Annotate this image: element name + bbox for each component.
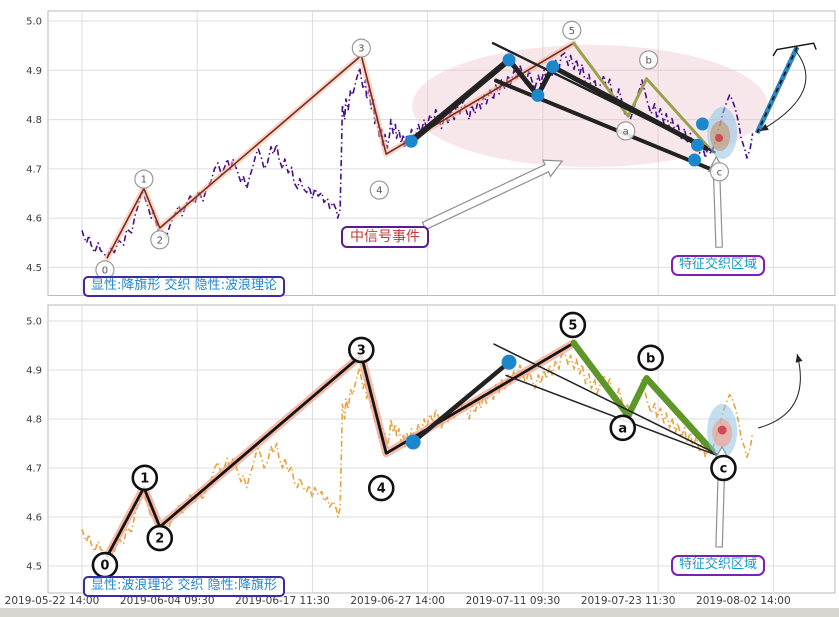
pivot-marker-dot [502, 53, 516, 67]
flag-channel-lower [505, 374, 722, 458]
wave-label-circle-1 [134, 169, 154, 189]
wave-label-circle-b [637, 344, 664, 372]
wave-label-circle-5 [562, 20, 582, 40]
wave-label-circle-2 [146, 524, 174, 552]
wave-label-text-b: b [646, 351, 655, 366]
wave-label-circle-3 [348, 336, 375, 364]
wave-label-circle-4 [369, 180, 389, 200]
wave-label-text-3: 3 [357, 343, 366, 358]
y-tick-label: 4.9 [26, 66, 42, 77]
wave-line-0-5 [105, 341, 576, 558]
wave-label-circle-5 [559, 311, 587, 339]
y-tick-label: 4.6 [26, 214, 42, 225]
wave-label-circle-b [639, 50, 659, 70]
flag-zigzag [506, 57, 708, 151]
x-tick-label: 2019-07-23 11:30 [581, 595, 676, 607]
target-dot [715, 134, 724, 143]
projection-cap [772, 42, 817, 57]
pivot-marker-dot [691, 138, 705, 152]
y-tick-label: 4.5 [26, 562, 42, 573]
trend-arrow-curve-head [795, 354, 803, 363]
wave-label-text-4: 4 [376, 186, 382, 197]
projection-curve [759, 49, 807, 132]
y-tick-label: 4.8 [26, 115, 42, 126]
x-tick-label: 2019-05-22 14:00 [5, 595, 100, 607]
feature-region-label-top: 特征交织区域 [671, 255, 766, 276]
target-dot [717, 425, 727, 435]
wave-label-circle-a [609, 414, 637, 442]
pivot-marker-dot [546, 60, 560, 74]
flag-channel-upper [493, 343, 720, 456]
pattern-label-top: 显性:降旗形 交织 隐性:波浪理论 [83, 276, 286, 297]
wave-label-text-2: 2 [157, 235, 163, 246]
flag-pole [410, 359, 512, 445]
wave-label-text-4: 4 [377, 482, 386, 497]
wave-label-text-3: 3 [358, 44, 364, 55]
wave-label-text-c: c [717, 167, 723, 178]
plot-area-bottom [47, 304, 836, 594]
wave-label-text-0: 0 [102, 265, 108, 276]
wave-label-circle-4 [367, 474, 395, 502]
x-tick-label: 2019-06-27 14:00 [350, 595, 445, 607]
wave-line-abc [570, 339, 716, 455]
flag-pole [408, 56, 512, 145]
wave-label-circle-2 [150, 230, 170, 250]
wave-label-text-b: b [645, 55, 651, 66]
pivot-marker-dot [404, 134, 418, 148]
wave-label-text-a: a [623, 126, 629, 137]
y-tick-label: 4.7 [26, 164, 42, 175]
pattern-label-bottom: 显性:波浪理论 交织 隐性:降旗形 [83, 576, 286, 597]
y-tick-label: 4.9 [26, 366, 42, 377]
wave-label-text-2: 2 [155, 532, 164, 547]
wave-label-circle-1 [131, 464, 159, 492]
wave-line-abc [572, 41, 714, 154]
projection-line-dashes [756, 46, 798, 134]
wave-label-circle-a [616, 121, 636, 141]
wave-label-text-1: 1 [140, 471, 149, 486]
wave-label-text-5: 5 [569, 26, 575, 37]
pivot-marker-dot [688, 153, 702, 167]
y-tick-label: 4.7 [26, 464, 42, 475]
projection-curve-head [760, 123, 769, 131]
wave-label-circle-3 [351, 38, 371, 58]
wave-label-circle-c [710, 454, 737, 482]
y-tick-label: 4.5 [26, 263, 42, 274]
wave-label-text-a: a [618, 421, 627, 436]
y-tick-label: 4.8 [26, 415, 42, 426]
pivot-marker-dot [405, 434, 421, 450]
pivot-marker-dot [695, 117, 709, 131]
x-tick-label: 2019-06-17 11:30 [235, 595, 330, 607]
pivot-marker-dot [531, 88, 545, 102]
wave-label-text-5: 5 [568, 318, 577, 333]
hollow-arrow-top-0 [421, 159, 564, 231]
trend-arrow-curve [758, 353, 801, 429]
x-tick-label: 2019-08-02 14:00 [696, 595, 791, 607]
wave-label-text-c: c [720, 462, 728, 477]
y-tick-label: 5.0 [26, 17, 42, 28]
window-edge [0, 608, 839, 617]
wave-label-text-0: 0 [100, 559, 109, 574]
x-tick-label: 2019-07-11 09:30 [466, 595, 561, 607]
wave-label-circle-c [709, 162, 730, 182]
wave-label-text-1: 1 [141, 175, 147, 186]
y-tick-label: 5.0 [26, 317, 42, 328]
x-tick-label: 2019-06-04 09:30 [120, 595, 215, 607]
pivot-marker-dot [501, 354, 517, 370]
y-tick-label: 4.6 [26, 513, 42, 524]
signal-event-label: 中信号事件 [341, 226, 429, 249]
feature-region-label-bottom: 特征交织区域 [671, 555, 766, 576]
